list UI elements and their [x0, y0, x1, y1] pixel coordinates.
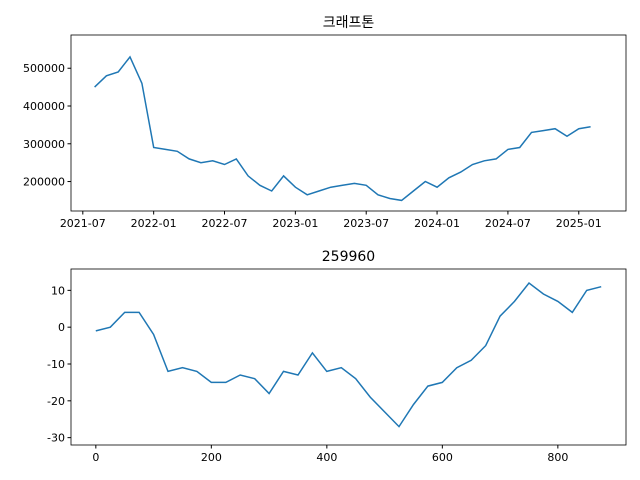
x-tick-label: 2022-07 [202, 217, 248, 230]
y-tick-label: -20 [47, 395, 65, 408]
y-tick-label: 300000 [23, 138, 65, 151]
y-tick-label: 200000 [23, 176, 65, 189]
x-tick-label: 2022-01 [131, 217, 177, 230]
line-series [95, 281, 602, 428]
x-tick-label: 0 [92, 451, 99, 464]
y-tick-label: 10 [51, 284, 65, 297]
y-tick-label: 400000 [23, 100, 65, 113]
x-tick-label: 600 [432, 451, 453, 464]
x-tick-label: 2024-07 [485, 217, 531, 230]
x-tick-label: 2024-01 [414, 217, 460, 230]
axes-frame [70, 268, 627, 446]
x-tick-label: 2025-01 [556, 217, 602, 230]
x-tick-label: 200 [201, 451, 222, 464]
y-tick-label: 0 [58, 321, 65, 334]
chart-title: 크래프톤 [323, 15, 375, 31]
y-tick-label: -30 [47, 432, 65, 445]
y-tick-label: 500000 [23, 62, 65, 75]
x-tick-label: 800 [547, 451, 568, 464]
y-tick-label: -10 [47, 358, 65, 371]
axes-frame [70, 34, 627, 212]
x-tick-label: 2021-07 [60, 217, 106, 230]
x-tick-label: 400 [316, 451, 337, 464]
chart-title: 259960 [322, 249, 375, 265]
x-tick-label: 2023-07 [343, 217, 389, 230]
x-tick-label: 2023-01 [272, 217, 318, 230]
line-series [94, 55, 591, 202]
